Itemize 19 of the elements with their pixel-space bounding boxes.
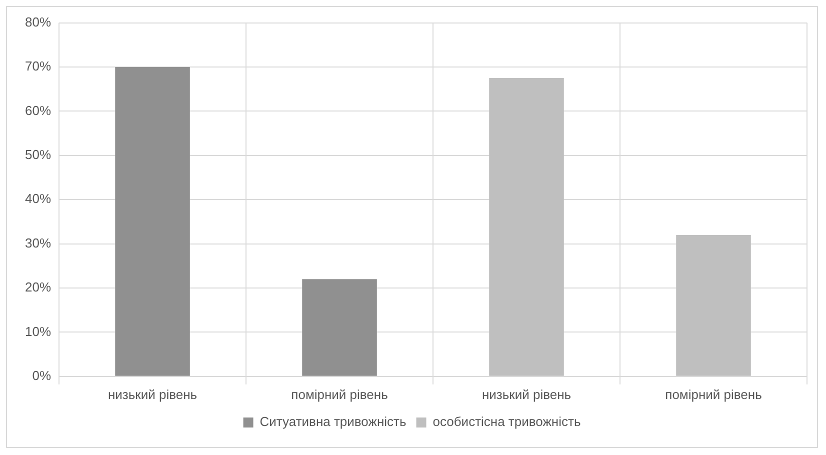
y-tick-label: 80%	[24, 14, 52, 30]
legend-label: Ситуативна тривожність	[260, 414, 406, 430]
y-tick-label: 50%	[24, 146, 52, 162]
y-tick-label: 40%	[24, 191, 52, 206]
bar	[676, 234, 751, 376]
bar	[302, 279, 377, 376]
x-tick-label: низький рівень	[482, 386, 572, 402]
y-tick-label: 30%	[24, 235, 52, 250]
y-tick-label: 70%	[24, 58, 52, 74]
bar	[115, 67, 190, 376]
x-tick-label: помірний рівень	[291, 386, 388, 402]
x-tick-label: низький рівень	[108, 386, 198, 402]
bar	[489, 78, 564, 376]
x-tick-label: помірний рівень	[665, 386, 762, 402]
y-tick-label: 0%	[32, 368, 52, 383]
y-tick-label: 10%	[24, 324, 52, 339]
y-tick-label: 60%	[24, 102, 52, 118]
legend-label: особистісна тривожність	[432, 414, 581, 430]
y-tick-label: 20%	[24, 280, 52, 295]
